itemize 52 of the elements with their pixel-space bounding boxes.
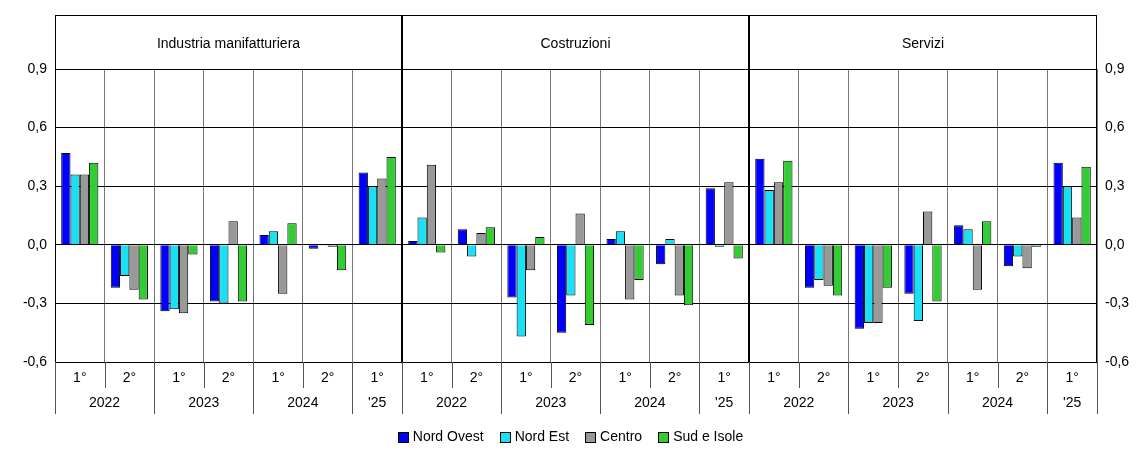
chart-title: Costruzioni [402, 15, 749, 69]
x-tick-label: 1° [73, 369, 87, 386]
text: '25 [715, 393, 734, 410]
x-tick-label: 1° [618, 369, 632, 386]
text: 2022 [435, 393, 468, 410]
chart-title: Industria manifatturiera [55, 15, 402, 69]
x-tick-label: 1° [172, 369, 186, 386]
chart-title: Servizi [749, 15, 1097, 69]
y-tick-label: 0,6 [27, 118, 48, 135]
x-tick-label: 1° [519, 369, 533, 386]
legend-label: Sud e Isole [672, 428, 744, 444]
y-tick-label: 0,9 [27, 59, 48, 76]
y-tick-label: 0,0 [27, 235, 48, 252]
legend-label: Nord Ovest [411, 428, 484, 444]
text: 2023 [882, 393, 914, 410]
y-tick-label: 0,3 [27, 177, 48, 194]
x-tick-label: 1° [767, 369, 781, 386]
y2-tick-label: 0,9 [1105, 59, 1125, 76]
y2-tick-label: 0,6 [1105, 118, 1125, 135]
x-tick-label: 2° [916, 369, 930, 386]
text: 2023 [188, 393, 220, 410]
legend-label: Centro [599, 428, 643, 444]
text: '25 [368, 393, 387, 410]
y2-tick-label: -0,6 [1105, 352, 1130, 369]
x-tick-label: 2° [320, 369, 335, 386]
y-tick-label: -0,6 [22, 352, 48, 369]
text: 2022 [783, 393, 815, 410]
x-tick-label: 1° [717, 369, 731, 386]
x-tick-label: 2° [667, 369, 682, 386]
x-tick-label: 2° [816, 369, 831, 386]
x-tick-label: 1° [966, 369, 980, 386]
y2-tick-label: 0,3 [1105, 177, 1125, 194]
x-tick-label: 1° [420, 369, 434, 386]
text: 2024 [287, 393, 319, 410]
x-tick-label: 1° [1065, 369, 1079, 386]
x-tick-label: 2° [122, 369, 137, 386]
text: '25 [1063, 393, 1082, 410]
y2-tick-label: 0,0 [1105, 235, 1125, 252]
y-tick-label: -0,3 [22, 294, 48, 311]
text: 2022 [88, 393, 121, 410]
x-tick-label: 2° [469, 369, 484, 386]
x-tick-label: 1° [866, 369, 880, 386]
x-tick-label: 1° [271, 369, 285, 386]
legend-label: Nord Est [513, 428, 570, 444]
y2-tick-label: -0,3 [1105, 294, 1130, 311]
x-tick-label: 1° [370, 369, 384, 386]
text: 2024 [634, 393, 666, 410]
text: 2023 [535, 393, 567, 410]
x-tick-label: 2° [221, 369, 236, 386]
x-tick-label: 2° [1015, 369, 1030, 386]
text: 2024 [981, 393, 1014, 410]
x-tick-label: 2° [568, 369, 583, 386]
